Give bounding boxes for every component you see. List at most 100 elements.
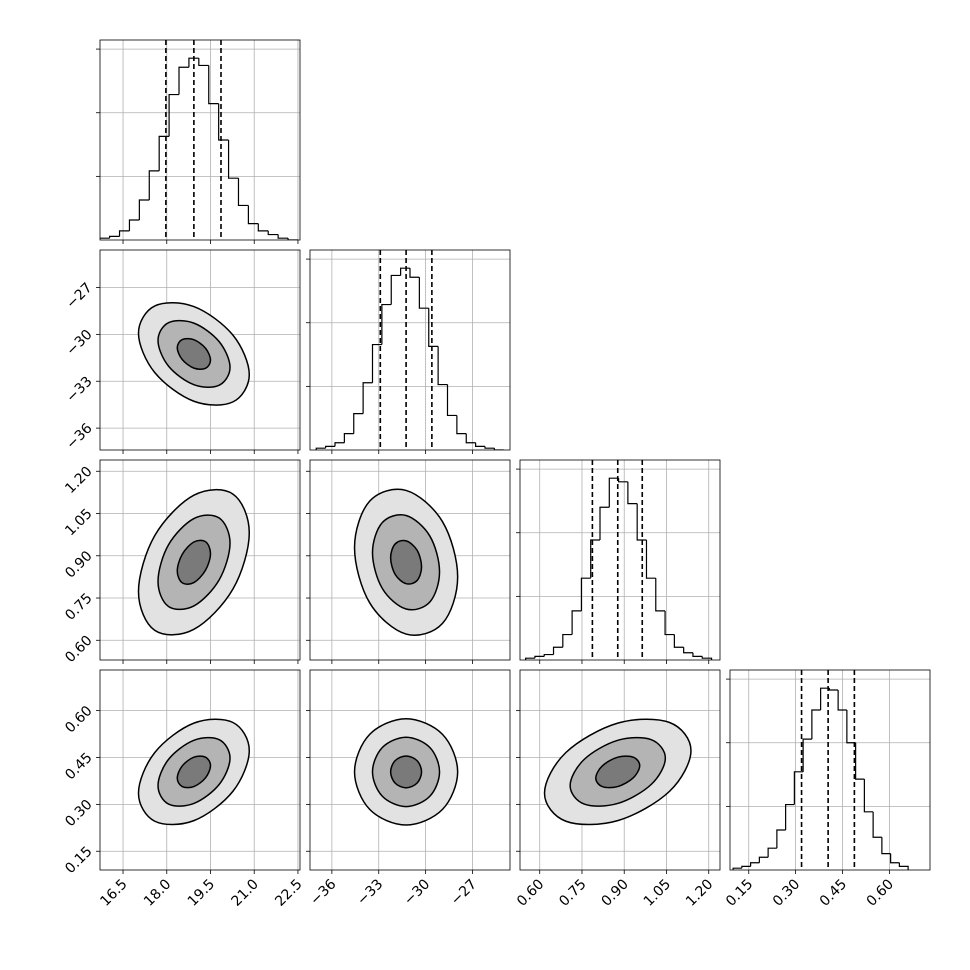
x-tick-label: −30 — [401, 876, 433, 908]
y-tick-label: 1.05 — [62, 506, 95, 539]
x-tick-label: 0.45 — [817, 876, 850, 909]
histogram-step — [409, 268, 420, 278]
histogram-step — [148, 170, 160, 200]
panel — [100, 250, 300, 450]
x-tick-label: 22.5 — [272, 876, 305, 909]
histogram-step — [776, 829, 786, 849]
histogram-step — [465, 433, 476, 444]
panel-frame — [729, 669, 931, 871]
y-tick-label: 1.20 — [62, 464, 95, 497]
histogram-step — [371, 343, 382, 383]
panel — [100, 670, 300, 870]
y-tick-label: −30 — [63, 327, 95, 359]
panel-frame — [99, 459, 301, 661]
histogram-step — [247, 205, 259, 225]
histogram-step — [580, 577, 591, 611]
histogram-step — [315, 447, 326, 450]
panel — [520, 670, 720, 870]
x-tick-label: 1.05 — [641, 876, 674, 909]
y-tick-label: 0.15 — [62, 844, 95, 877]
contour — [595, 755, 641, 789]
panel — [100, 40, 300, 240]
histogram-step — [855, 742, 865, 780]
histogram-step — [802, 738, 812, 772]
panel — [310, 460, 510, 660]
histogram-step — [362, 382, 373, 414]
histogram-step — [418, 277, 429, 309]
histogram-step — [627, 481, 638, 505]
panel-frame — [309, 669, 511, 871]
histogram-step — [446, 384, 457, 417]
histogram-step — [118, 230, 130, 237]
histogram-step — [617, 478, 628, 483]
histogram-step — [267, 230, 279, 236]
y-tick-label: 0.45 — [62, 750, 95, 783]
histogram-step — [158, 135, 170, 171]
histogram-step — [692, 652, 703, 657]
histogram-step — [257, 223, 269, 232]
y-tick-label: −33 — [63, 374, 95, 406]
y-tick-label: 0.75 — [62, 590, 95, 623]
histogram-step — [109, 235, 120, 239]
contour — [389, 755, 423, 789]
histogram-step — [353, 413, 364, 434]
histogram-step — [571, 610, 582, 635]
histogram-step — [493, 448, 504, 450]
histogram-step — [793, 771, 804, 805]
histogram-step — [645, 540, 656, 579]
histogram-step — [475, 442, 485, 447]
histogram-step — [599, 506, 610, 540]
histogram-step — [750, 862, 760, 867]
histogram-step — [534, 655, 545, 659]
histogram-step — [673, 634, 684, 648]
panel-frame — [309, 249, 511, 451]
histogram-step — [741, 865, 751, 869]
histogram-step — [237, 178, 249, 207]
x-tick-label: 1.20 — [683, 876, 716, 909]
histogram-step — [343, 433, 354, 443]
x-tick-label: 0.90 — [599, 876, 632, 909]
x-tick-label: 0.60 — [864, 876, 897, 909]
y-tick-label: 0.60 — [62, 703, 95, 736]
contour — [176, 337, 212, 370]
histogram-step — [636, 503, 647, 541]
histogram-step — [484, 446, 495, 449]
y-tick-label: 0.60 — [62, 633, 95, 666]
y-tick-label: 0.90 — [62, 548, 95, 581]
histogram-step — [188, 57, 199, 68]
contour — [176, 755, 212, 789]
histogram-step — [381, 303, 392, 345]
histogram-step — [178, 66, 189, 95]
histogram-step — [785, 803, 795, 830]
x-tick-label: 0.75 — [556, 876, 589, 909]
contour — [389, 539, 423, 585]
histogram-step — [590, 539, 600, 579]
panel-frame — [99, 39, 301, 241]
histogram-step — [227, 140, 239, 179]
panel — [310, 670, 510, 870]
histogram-step — [456, 415, 467, 435]
histogram-step — [218, 103, 229, 141]
x-tick-label: −36 — [307, 876, 339, 908]
panel-frame — [519, 459, 721, 661]
x-tick-label: 19.5 — [185, 876, 218, 909]
panel-frame — [99, 249, 301, 451]
histogram-step — [811, 709, 821, 740]
histogram-step — [828, 688, 839, 691]
histogram-step — [198, 58, 209, 67]
histogram-step — [683, 647, 693, 654]
panel-frame — [309, 459, 511, 661]
histogram-step — [701, 656, 713, 660]
panel-frame — [99, 669, 301, 871]
histogram-step — [890, 853, 900, 864]
histogram-step — [428, 308, 439, 347]
histogram-step — [552, 646, 563, 655]
histogram-step — [732, 867, 742, 870]
histogram-step — [128, 219, 140, 231]
x-tick-label: −33 — [354, 876, 386, 908]
panel — [730, 670, 930, 870]
x-tick-label: 18.0 — [141, 876, 174, 909]
x-tick-label: 0.60 — [514, 876, 547, 909]
y-tick-label: −36 — [63, 420, 95, 452]
